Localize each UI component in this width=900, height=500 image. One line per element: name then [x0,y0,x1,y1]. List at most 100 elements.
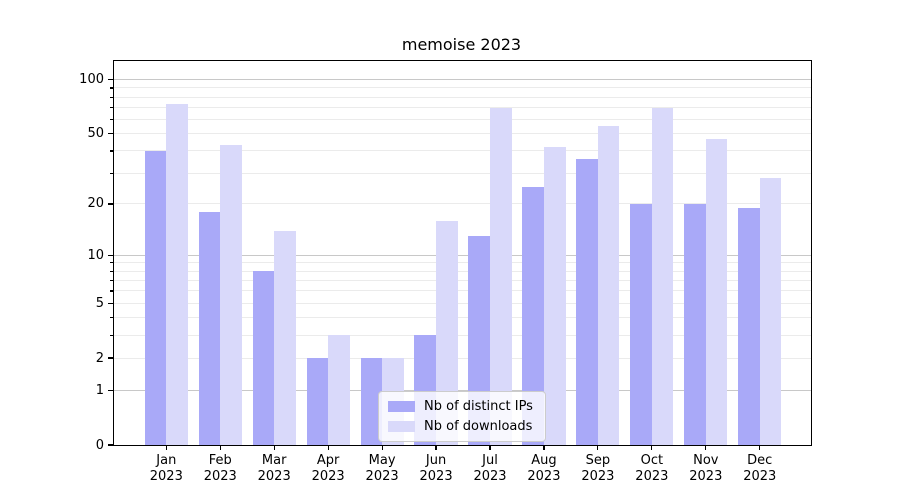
gridline-minor-4 [114,317,811,319]
y-tick-0 [107,444,113,446]
y-minortick-30 [109,172,113,174]
x-tick-label-8: Aug 2023 [527,453,561,484]
y-tick-label-50: 50 [87,126,104,142]
y-tick-50 [107,133,113,135]
x-tick-label-3: Mar 2023 [257,453,291,484]
x-tick-label-11: Nov 2023 [689,453,723,484]
y-tick-label-5: 5 [95,295,104,311]
y-tick-20 [107,203,113,205]
gridline-minor-7 [114,279,811,281]
gridline-minor-50 [114,133,811,135]
y-tick-label-100: 100 [79,72,104,88]
gridline-minor-20 [114,203,811,205]
x-tick-10 [651,445,653,450]
bar-downloads-6 [436,220,458,445]
x-tick-11 [705,445,707,450]
y-minortick-9 [109,262,113,264]
bar-distinct-ips-2 [198,211,221,445]
x-tick-4 [327,445,329,450]
bar-downloads-2 [220,145,242,445]
x-tick-5 [381,445,383,450]
x-tick-12 [759,445,761,450]
x-tick-6 [435,445,437,450]
gridline-major-1 [114,389,811,391]
y-minortick-90 [109,87,113,89]
gridline-minor-3 [114,334,811,336]
bar-downloads-4 [328,335,350,445]
bar-distinct-ips-1 [144,150,167,445]
legend-item-1: Nb of distinct IPs [388,399,533,414]
x-tick-9 [597,445,599,450]
y-tick-1 [107,389,113,391]
y-minortick-7 [109,279,113,282]
bar-distinct-ips-3 [252,271,275,445]
chart-title: memoise 2023 [401,35,522,54]
y-tick-label-10: 10 [87,247,104,263]
gridline-minor-8 [114,270,811,272]
y-minortick-80 [109,96,113,98]
x-tick-8 [543,445,545,450]
legend-label-1: Nb of distinct IPs [424,399,533,414]
bar-downloads-3 [274,230,296,445]
bar-distinct-ips-10 [630,203,652,445]
bar-distinct-ips-5 [360,358,383,445]
y-tick-10 [107,254,113,256]
y-minortick-8 [109,270,113,272]
gridline-major-100 [114,79,811,81]
gridline-minor-40 [114,150,811,152]
legend-label-2: Nb of downloads [424,419,533,434]
y-tick-label-0: 0 [95,437,104,453]
x-tick-label-5: May 2023 [365,453,399,484]
gridline-minor-30 [114,172,811,174]
x-tick-label-1: Jan 2023 [149,453,183,484]
y-tick-label-1: 1 [95,382,104,398]
y-minortick-40 [109,150,113,152]
y-tick-100 [107,79,113,81]
legend-item-2: Nb of downloads [388,419,533,434]
bar-downloads-7 [490,107,512,445]
gridline-minor-80 [114,96,811,98]
y-minortick-70 [109,107,113,109]
gridline-minor-9 [114,262,811,264]
x-tick-3 [273,445,275,450]
x-tick-1 [165,445,167,450]
x-tick-label-2: Feb 2023 [203,453,237,484]
bar-distinct-ips-11 [684,203,706,445]
gridline-major-10 [114,254,811,256]
x-tick-label-4: Apr 2023 [311,453,345,484]
gridline-minor-2 [114,357,811,359]
gridline-minor-6 [114,290,811,292]
bar-downloads-11 [705,138,728,445]
y-minortick-3 [109,334,113,336]
x-tick-label-6: Jun 2023 [419,453,453,484]
legend: Nb of distinct IPs Nb of downloads [378,391,546,442]
plot-area: 0 1 2 5 10 20 50 100 Jan 2023 Feb 2023 Mar 2023 Apr… [79,60,812,484]
bar-downloads-9 [597,126,620,445]
bar-downloads-10 [651,107,674,445]
bar-downloads-1 [166,104,188,445]
bar-distinct-ips-9 [576,159,598,445]
y-minortick-60 [109,119,113,121]
gridline-minor-5 [114,302,811,304]
y-minortick-6 [109,290,113,292]
legend-swatch-2 [388,421,415,432]
y-tick-2 [107,357,113,359]
gridline-minor-90 [114,87,811,89]
bar-distinct-ips-12 [738,207,760,445]
bar-distinct-ips-4 [306,358,329,445]
bar-downloads-12 [759,178,782,445]
x-tick-7 [489,445,491,450]
bar-downloads-8 [543,147,566,445]
y-tick-5 [107,302,113,304]
x-tick-label-9: Sep 2023 [581,453,615,484]
bar-distinct-ips-8 [522,187,544,445]
gridline-minor-70 [114,107,811,108]
x-tick-label-10: Oct 2023 [635,453,669,484]
x-tick-label-7: Jul 2023 [473,453,507,484]
y-tick-label-20: 20 [87,196,104,212]
x-tick-2 [219,445,221,450]
y-tick-label-2: 2 [95,350,104,366]
gridline-minor-60 [114,119,811,121]
y-minortick-4 [109,317,113,319]
